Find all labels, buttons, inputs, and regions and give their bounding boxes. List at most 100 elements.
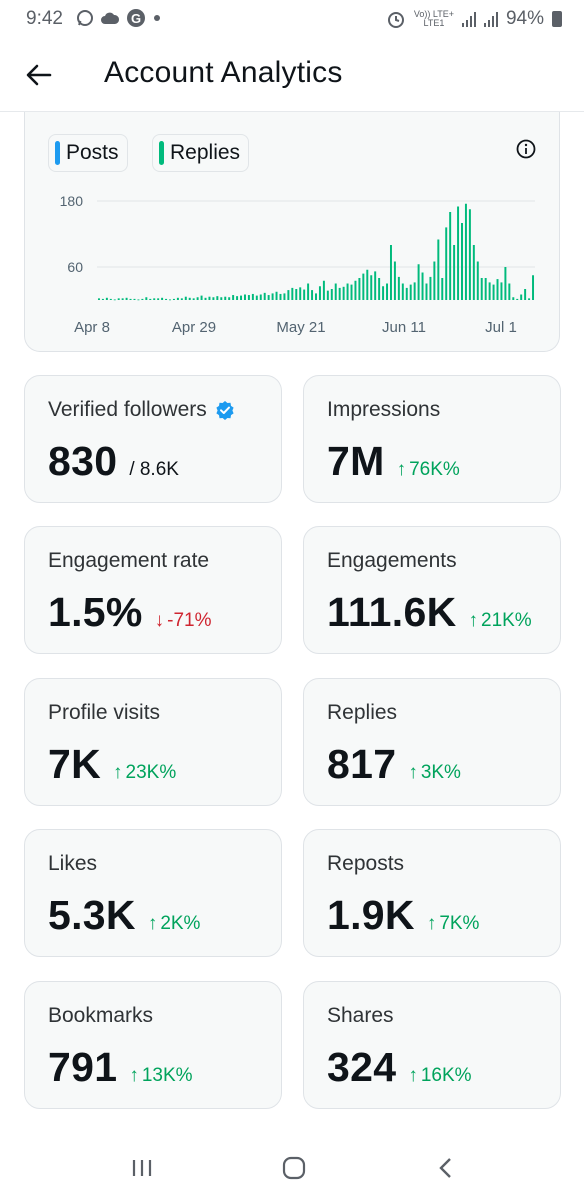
chart-bar bbox=[429, 276, 432, 300]
chart-bar bbox=[393, 261, 396, 300]
chart-bar bbox=[117, 298, 120, 300]
metric-card-bookmarks[interactable]: Bookmarks 791 ↑ 13K% bbox=[24, 981, 282, 1109]
verified-badge-icon bbox=[216, 401, 234, 420]
legend-replies[interactable]: Replies bbox=[152, 134, 250, 172]
chart-bar bbox=[240, 295, 243, 300]
metric-card-impressions[interactable]: Impressions 7M ↑ 76K% bbox=[303, 375, 561, 503]
chart-bar bbox=[105, 297, 108, 300]
chart-bar bbox=[500, 282, 503, 300]
metric-change-value: 23K% bbox=[125, 762, 177, 783]
chart-bar bbox=[421, 272, 424, 300]
chart-bar bbox=[145, 297, 148, 300]
chart-bar bbox=[196, 297, 199, 300]
chart-bar bbox=[232, 295, 235, 300]
metric-value: 324 bbox=[327, 1044, 397, 1090]
google-icon: G bbox=[127, 9, 145, 27]
chart-bar bbox=[311, 290, 314, 300]
chart-bar bbox=[496, 279, 499, 300]
metric-change: ↑ 3K% bbox=[408, 762, 461, 784]
chart-bar bbox=[228, 297, 231, 300]
home-icon bbox=[282, 1156, 306, 1180]
dot-icon bbox=[154, 15, 160, 21]
chart-bar bbox=[307, 283, 310, 300]
metric-change: ↓ -71% bbox=[155, 610, 212, 632]
metric-value-row: 830 / 8.6K bbox=[48, 438, 179, 485]
chart-bar bbox=[220, 297, 223, 300]
metric-value-row: 324 ↑ 16K% bbox=[327, 1044, 472, 1091]
battery-icon bbox=[552, 11, 562, 27]
metric-label-text: Engagements bbox=[327, 549, 457, 572]
chart-bar bbox=[125, 297, 128, 300]
metric-change: ↑ 23K% bbox=[113, 762, 176, 784]
metric-label-text: Shares bbox=[327, 1004, 394, 1027]
chart-bar bbox=[476, 261, 479, 300]
metric-value-row: 791 ↑ 13K% bbox=[48, 1044, 193, 1091]
chart-bar bbox=[504, 267, 507, 300]
home-button[interactable] bbox=[274, 1152, 314, 1184]
back-icon bbox=[439, 1158, 451, 1178]
metric-card-shares[interactable]: Shares 324 ↑ 16K% bbox=[303, 981, 561, 1109]
metric-card-likes[interactable]: Likes 5.3K ↑ 2K% bbox=[24, 829, 282, 957]
chart-bar bbox=[322, 280, 325, 300]
metric-value: 7K bbox=[48, 741, 102, 787]
chart-bar bbox=[374, 271, 377, 300]
y-tick-label: 180 bbox=[60, 193, 84, 209]
arrow-up-icon: ↑ bbox=[129, 1065, 139, 1086]
metric-value: 817 bbox=[327, 741, 397, 787]
x-tick-label: May 21 bbox=[276, 319, 325, 336]
chart-bar bbox=[401, 283, 404, 300]
metric-card-reposts[interactable]: Reposts 1.9K ↑ 7K% bbox=[303, 829, 561, 957]
arrow-up-icon: ↑ bbox=[113, 762, 123, 783]
metric-label-text: Reposts bbox=[327, 852, 405, 875]
info-icon[interactable] bbox=[515, 138, 537, 160]
metric-card-profile-visits[interactable]: Profile visits 7K ↑ 23K% bbox=[24, 678, 282, 806]
chart-bar bbox=[192, 298, 195, 300]
alarm-icon bbox=[387, 12, 404, 28]
chart-bar bbox=[299, 287, 302, 300]
chart-bar bbox=[472, 245, 475, 300]
chart-bar bbox=[468, 209, 471, 300]
arrow-up-icon: ↑ bbox=[147, 913, 158, 934]
legend-posts-label: Posts bbox=[66, 141, 119, 164]
back-arrow-icon[interactable] bbox=[24, 60, 54, 90]
metric-value-row: 111.6K ↑ 21K% bbox=[327, 589, 532, 636]
chart-bar bbox=[453, 245, 456, 300]
status-bar: 9:42 G Vo)) LTE+ LTE1 94% bbox=[0, 0, 584, 38]
battery-percent: 94% bbox=[505, 8, 544, 29]
metric-card-verified-followers[interactable]: Verified followers 830 / 8.6K bbox=[24, 375, 282, 503]
metric-change-value: 76K% bbox=[409, 459, 460, 480]
chart-bar bbox=[279, 293, 282, 300]
chart-bar bbox=[508, 283, 511, 300]
metric-value: 111.6K bbox=[327, 589, 457, 635]
metric-card-replies[interactable]: Replies 817 ↑ 3K% bbox=[303, 678, 561, 806]
metric-value: 1.9K bbox=[327, 892, 415, 938]
chart-bar bbox=[433, 261, 436, 300]
metric-change-value: 2K% bbox=[160, 913, 201, 934]
x-tick-label: Jun 11 bbox=[382, 319, 426, 336]
chart-bar bbox=[204, 297, 207, 300]
metric-card-engagements[interactable]: Engagements 111.6K ↑ 21K% bbox=[303, 526, 561, 654]
chart-bar bbox=[251, 293, 254, 300]
metric-card-engagement-rate[interactable]: Engagement rate 1.5% ↓ -71% bbox=[24, 526, 282, 654]
arrow-up-icon: ↑ bbox=[408, 1065, 418, 1086]
metric-change-value: 21K% bbox=[481, 610, 532, 631]
metric-label: Engagement rate bbox=[48, 549, 209, 573]
posts-swatch bbox=[55, 141, 60, 165]
metric-change-value: 7K% bbox=[439, 913, 480, 934]
recent-apps-button[interactable] bbox=[122, 1152, 162, 1184]
chart-bar bbox=[334, 283, 337, 300]
chart-bar bbox=[532, 275, 535, 300]
bar-chart: 180 60 Apr 8 Apr 29 May 21 Jun 11 Jul 1 bbox=[60, 193, 535, 336]
metric-label-text: Replies bbox=[327, 701, 398, 724]
chart-bar bbox=[224, 296, 227, 300]
chart-bar bbox=[212, 297, 215, 300]
metric-label: Replies bbox=[327, 701, 397, 725]
chart-bar bbox=[445, 227, 448, 300]
chart-bar bbox=[461, 223, 463, 300]
chart-bar bbox=[169, 299, 171, 301]
legend-posts[interactable]: Posts bbox=[48, 134, 128, 172]
metric-label-text: Engagement rate bbox=[48, 549, 210, 572]
system-back-button[interactable] bbox=[426, 1152, 466, 1184]
navigation-bar bbox=[0, 1136, 584, 1200]
chart-bar bbox=[315, 293, 317, 300]
